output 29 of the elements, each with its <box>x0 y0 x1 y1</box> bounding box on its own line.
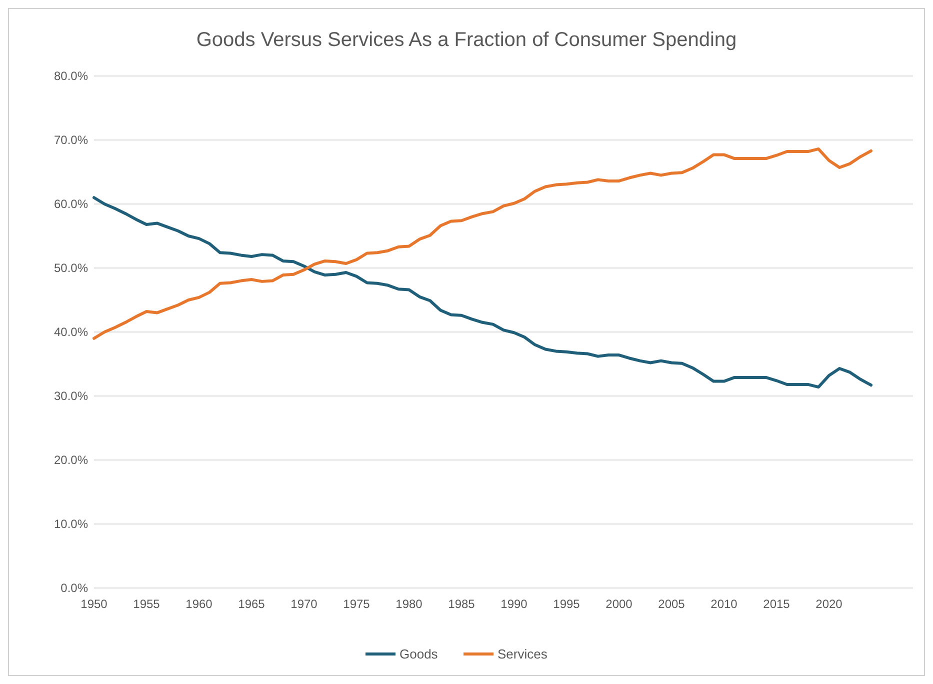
x-tick-label: 2020 <box>816 597 843 611</box>
y-tick-label: 20.0% <box>54 453 88 468</box>
x-tick-label: 2005 <box>658 597 686 611</box>
x-tick-label: 1985 <box>448 597 476 611</box>
y-tick-label: 60.0% <box>54 197 88 212</box>
x-tick-label: 1980 <box>396 597 423 611</box>
x-tick-label: 1955 <box>133 597 160 611</box>
x-tick-label: 1970 <box>290 597 318 611</box>
y-tick-label: 40.0% <box>54 325 88 340</box>
y-tick-label: 80.0% <box>54 69 88 84</box>
y-tick-label: 30.0% <box>54 389 88 404</box>
x-tick-label: 1990 <box>500 597 528 611</box>
x-tick-label: 2015 <box>763 597 790 611</box>
x-tick-label: 2000 <box>606 597 633 611</box>
y-tick-label: 70.0% <box>54 133 88 148</box>
x-tick-label: 2010 <box>710 597 738 611</box>
x-tick-label: 1965 <box>238 597 266 611</box>
legend-label: Services <box>498 646 548 662</box>
line-series <box>92 196 872 389</box>
chart-title: Goods Versus Services As a Fraction of Consumer Spending <box>196 29 737 51</box>
x-tick-label: 1960 <box>186 597 213 611</box>
x-tick-label: 1950 <box>80 597 108 611</box>
y-tick-label: 50.0% <box>54 261 88 276</box>
line-series <box>92 147 872 340</box>
y-tick-label: 0.0% <box>60 581 88 596</box>
legend-label: Goods <box>400 646 438 662</box>
x-tick-label: 1975 <box>343 597 370 611</box>
y-tick-label: 10.0% <box>54 517 88 532</box>
x-tick-label: 1995 <box>553 597 580 611</box>
